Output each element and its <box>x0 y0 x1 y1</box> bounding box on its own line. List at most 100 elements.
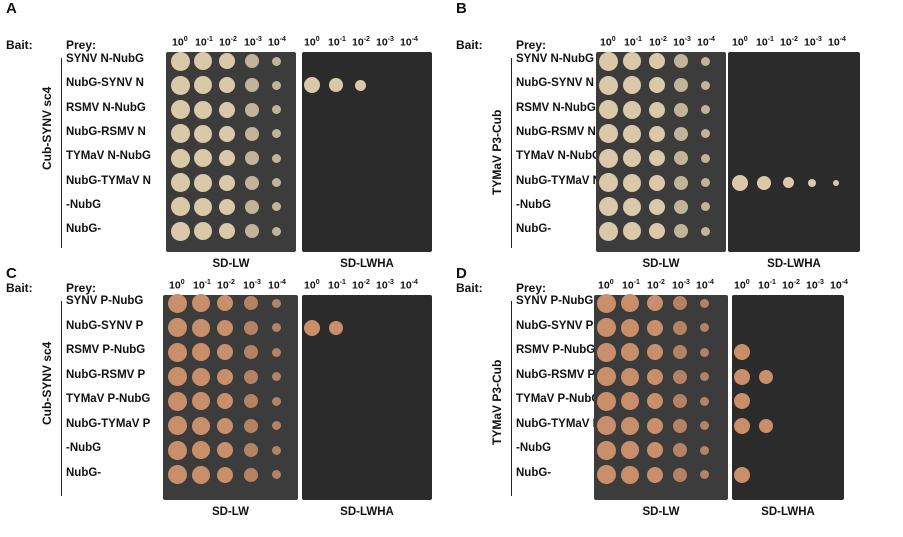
colony-spot <box>194 197 212 216</box>
prey-row-label: -NubG <box>516 198 552 211</box>
colony-spot <box>699 347 709 357</box>
colony-spot <box>623 76 641 95</box>
colony-spot <box>598 51 618 71</box>
colony-spot <box>647 393 663 409</box>
dilution-base: 10 <box>649 36 661 49</box>
colony-spot <box>732 174 748 191</box>
colony-spot <box>623 173 641 192</box>
colony-spot <box>245 78 259 93</box>
dilution-exponent: -2 <box>793 279 800 286</box>
prey-row-label: NubG-SYNV P <box>66 319 144 332</box>
dilution-exponent: -2 <box>658 279 665 286</box>
colony-spot <box>219 174 235 191</box>
colony-spot <box>647 295 663 311</box>
colony-spot <box>194 222 212 241</box>
plate-label-lw: SD-LW <box>212 258 250 270</box>
colony-spot <box>245 224 259 239</box>
colony-spot <box>170 148 190 168</box>
dilution-label: 100 <box>734 279 750 292</box>
colony-spot <box>734 393 750 409</box>
colony-spot <box>244 418 258 433</box>
colony-spot <box>621 392 639 410</box>
colony-spot <box>621 294 639 312</box>
colony-spot <box>245 54 259 68</box>
colony-spot <box>271 445 281 455</box>
prey-row-label: SYNV N-NubG <box>66 53 144 65</box>
colony-spot <box>217 368 233 385</box>
colony-spot <box>217 417 233 434</box>
dilution-base: 10 <box>217 279 229 292</box>
colony-spot <box>782 177 794 188</box>
prey-row-label: NubG-SYNV N <box>516 77 594 90</box>
dilution-base: 10 <box>243 279 255 292</box>
dilution-base: 10 <box>172 36 184 49</box>
colony-spot <box>271 396 281 406</box>
dilution-label: 10-3 <box>804 36 822 49</box>
colony-spot <box>167 391 187 411</box>
plate-label-lwha: SD-LWHA <box>340 506 394 518</box>
colony-spot <box>271 226 281 236</box>
prey-row-label: TYMaV P-NubG <box>516 393 601 405</box>
dilution-base: 10 <box>734 279 746 292</box>
bait-label: Bait: <box>456 38 483 52</box>
dilution-base: 10 <box>780 36 792 49</box>
colony-spot <box>623 52 641 70</box>
colony-spot <box>244 443 258 457</box>
dilution-exponent: 0 <box>315 279 320 286</box>
colony-spot <box>598 221 618 241</box>
dilution-base: 10 <box>376 36 388 49</box>
colony-spot <box>194 149 212 168</box>
dilution-label: 100 <box>172 36 188 49</box>
colony-spot <box>304 77 320 94</box>
dilution-label: 100 <box>304 279 320 292</box>
prey-row-label: NubG- <box>516 466 552 479</box>
prey-row-label: RSMV N-NubG <box>66 101 146 114</box>
dilution-exponent: -4 <box>279 279 286 286</box>
dilution-base: 10 <box>352 36 364 49</box>
prey-row-label: TYMaV N-NubG <box>516 150 601 163</box>
prey-label: Prey: <box>66 281 97 295</box>
prey-row-label: NubG-TYMaV P <box>516 417 601 430</box>
dilution-label: 100 <box>598 279 614 292</box>
dilution-label: 10-1 <box>328 36 346 49</box>
prey-row-label: TYMaV P-NubG <box>66 393 151 405</box>
colony-spot <box>219 125 235 142</box>
plate-label-lw: SD-LW <box>211 506 250 518</box>
dilution-exponent: -3 <box>387 36 394 43</box>
prey-row-label: -NubG <box>516 442 552 454</box>
colony-spot <box>596 465 616 484</box>
dilution-base: 10 <box>169 279 181 292</box>
dilution-base: 10 <box>195 36 207 49</box>
dilution-exponent: -1 <box>769 279 776 286</box>
plate-sd-lwha <box>302 52 432 252</box>
colony-spot <box>192 441 210 459</box>
panel-a: A Bait: Prey: Cub-SYNV sc4 SYNV N-NubG NubG-S… <box>0 0 440 270</box>
prey-row-label: RSMV N-NubG <box>516 101 596 114</box>
colony-spot <box>759 369 773 384</box>
colony-spot <box>219 150 235 167</box>
prey-row-label: NubG-SYNV P <box>516 319 594 332</box>
dilution-label: 10-4 <box>830 279 848 292</box>
dilution-base: 10 <box>624 36 636 49</box>
dilution-base: 10 <box>600 36 612 49</box>
colony-spot <box>219 223 235 240</box>
colony-spot <box>673 443 687 457</box>
colony-spot <box>194 100 212 119</box>
bracket-line <box>61 58 62 248</box>
bait-name: Cub-SYNV sc4 <box>40 86 54 170</box>
prey-row-label: NubG-RSMV P <box>66 368 146 381</box>
dilution-exponent: -1 <box>635 36 642 43</box>
plate-sd-lwha <box>302 295 432 500</box>
panel-letter: D <box>456 265 467 282</box>
dilution-base: 10 <box>806 279 818 292</box>
plate-sd-lwha <box>732 295 844 500</box>
dilution-exponent: -1 <box>339 279 346 286</box>
dilution-exponent: 0 <box>315 36 320 43</box>
colony-spot <box>219 101 235 118</box>
colony-spot <box>244 345 258 359</box>
plate-sd-lwha <box>728 52 860 252</box>
bait-name: TYMaV P3-Cub <box>490 359 504 445</box>
colony-spot <box>244 320 258 335</box>
colony-spot <box>621 416 639 435</box>
colony-spot <box>700 56 710 66</box>
